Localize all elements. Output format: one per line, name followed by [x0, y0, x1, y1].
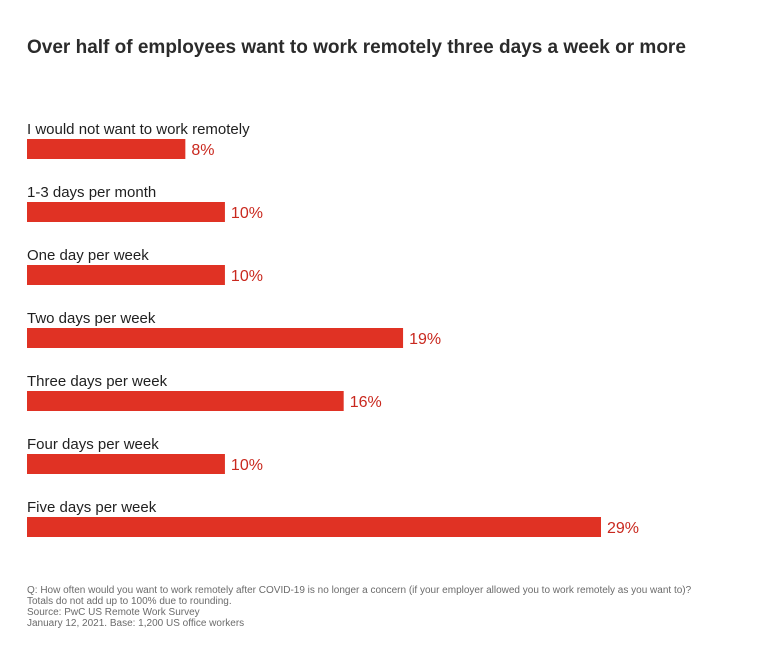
chart-notes: Q: How often would you want to work remo…: [27, 585, 727, 629]
bar: [27, 391, 344, 411]
value-label: 10%: [231, 205, 263, 222]
category-label: 1-3 days per month: [27, 184, 156, 201]
value-label: 16%: [350, 394, 382, 411]
category-label: One day per week: [27, 247, 149, 264]
value-label: 29%: [607, 520, 639, 537]
category-label: Three days per week: [27, 373, 168, 390]
date-base-note: January 12, 2021. Base: 1,200 US office …: [27, 618, 245, 629]
category-label: I would not want to work remotely: [27, 121, 250, 138]
survey-question-note: Q: How often would you want to work remo…: [27, 585, 692, 596]
bar: [27, 328, 404, 348]
category-label: Five days per week: [27, 499, 157, 516]
source-note: Source: PwC US Remote Work Survey: [27, 607, 200, 618]
bar-chart: I would not want to work remotely 8% 1-3 d…: [27, 121, 639, 537]
value-label: 19%: [409, 331, 441, 348]
category-label: Four days per week: [27, 436, 159, 453]
chart-title: Over half of employees want to work remo…: [27, 37, 686, 58]
bar: [27, 265, 225, 285]
rounding-note: Totals do not add up to 100% due to roun…: [27, 596, 232, 607]
value-label: 8%: [191, 142, 214, 159]
value-label: 10%: [231, 457, 263, 474]
bar: [27, 517, 601, 537]
bar: [27, 202, 225, 222]
value-label: 10%: [231, 268, 263, 285]
category-label: Two days per week: [27, 310, 156, 327]
bar: [27, 139, 186, 159]
bar: [27, 454, 225, 474]
